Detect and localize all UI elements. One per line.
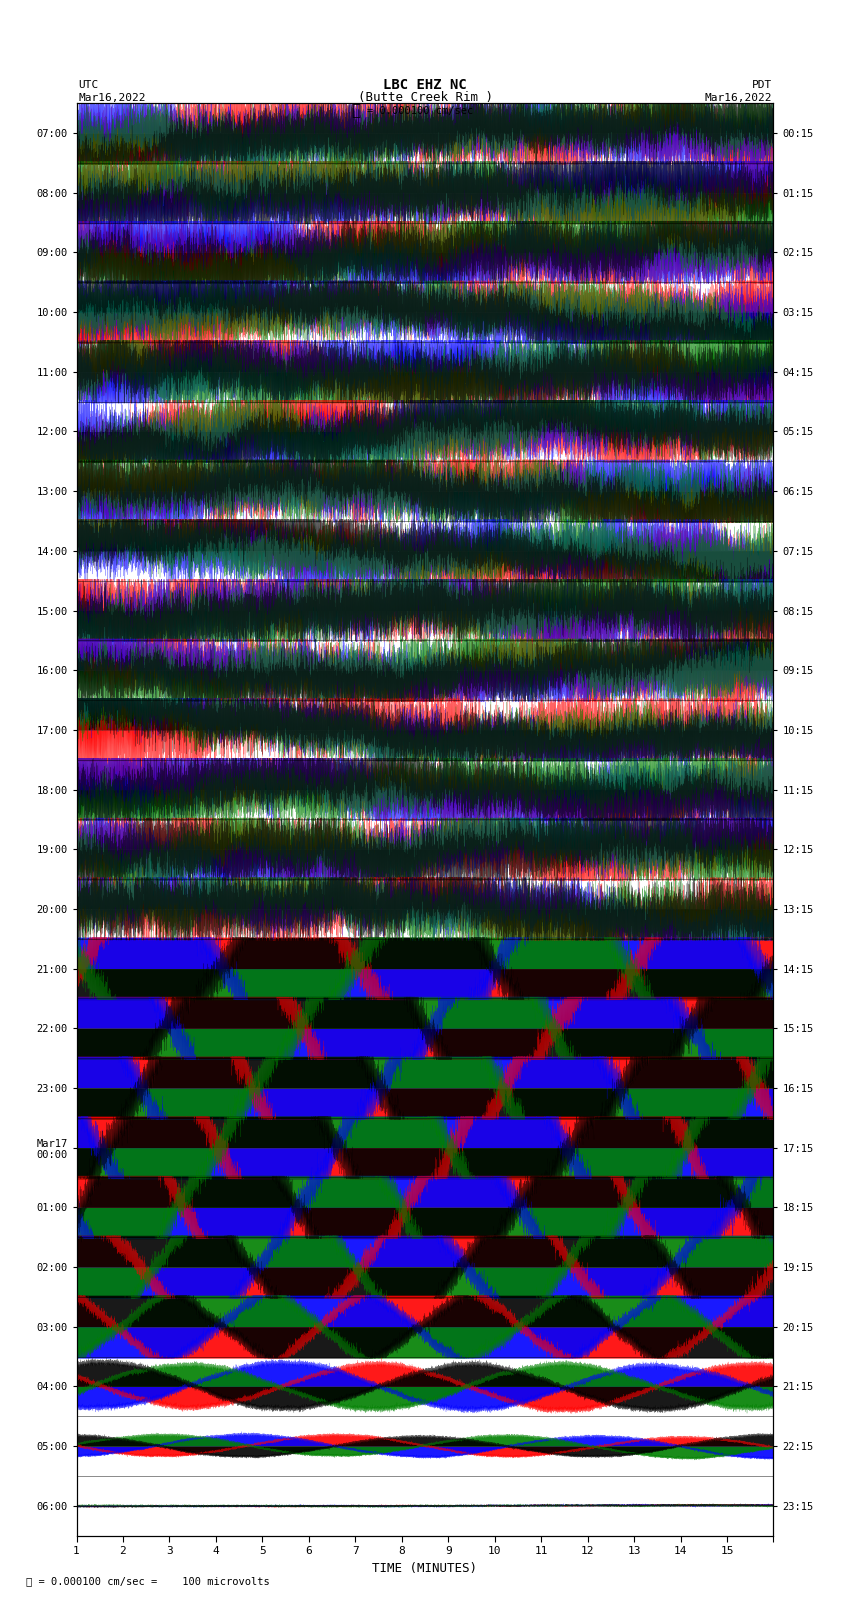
Text: UTC: UTC	[78, 79, 99, 90]
Text: PDT: PDT	[751, 79, 772, 90]
Text: = 0.000100 cm/sec: = 0.000100 cm/sec	[367, 106, 473, 116]
Text: ⎹: ⎹	[351, 103, 360, 118]
Text: LBC EHZ NC: LBC EHZ NC	[383, 77, 467, 92]
Text: ⎹ = 0.000100 cm/sec =    100 microvolts: ⎹ = 0.000100 cm/sec = 100 microvolts	[26, 1576, 269, 1586]
X-axis label: TIME (MINUTES): TIME (MINUTES)	[372, 1561, 478, 1574]
Text: (Butte Creek Rim ): (Butte Creek Rim )	[358, 90, 492, 105]
Text: Mar16,2022: Mar16,2022	[705, 92, 772, 103]
Text: Mar16,2022: Mar16,2022	[78, 92, 145, 103]
